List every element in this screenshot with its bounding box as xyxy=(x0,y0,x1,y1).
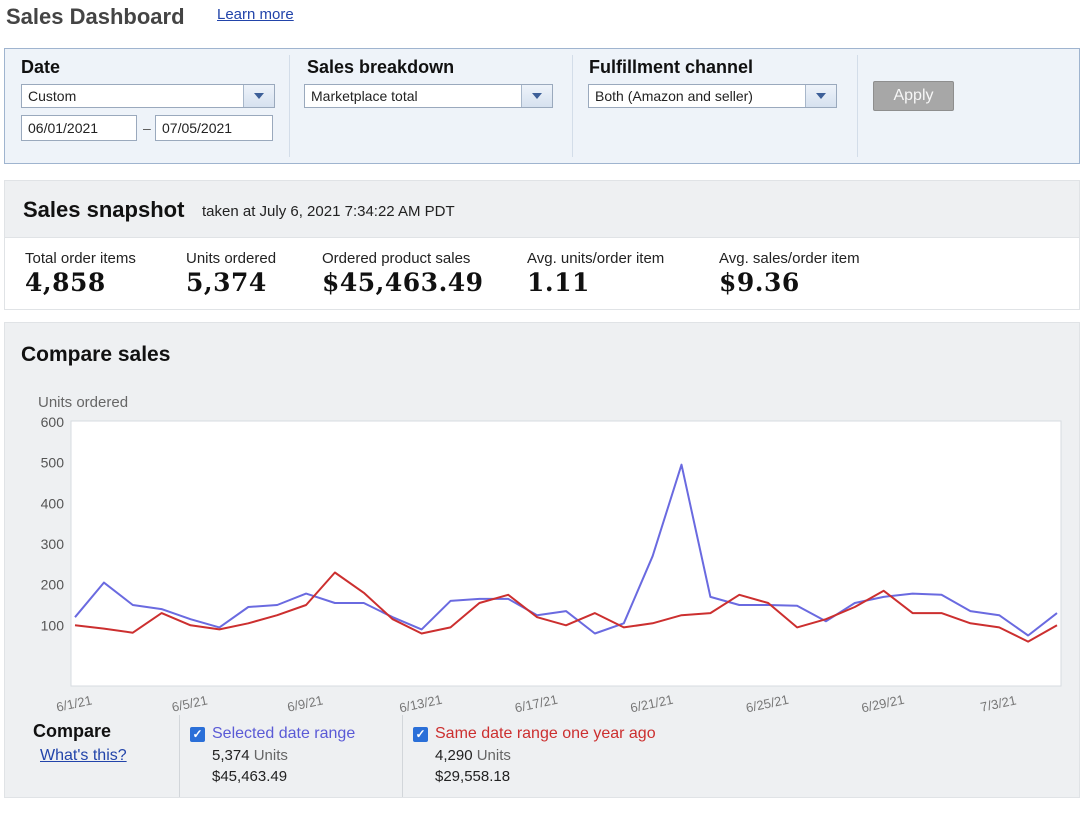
legend-units-value: 5,374 xyxy=(212,747,250,764)
x-tick-label: 6/21/21 xyxy=(629,692,675,713)
metric-value: 5,374 xyxy=(186,268,267,297)
y-tick-label: 600 xyxy=(41,414,65,430)
divider xyxy=(572,55,573,157)
fulfillment-channel-label: Fulfillment channel xyxy=(589,57,754,77)
y-axis-label: Units ordered xyxy=(38,394,128,411)
divider xyxy=(179,715,180,797)
snapshot-timestamp: taken at July 6, 2021 7:34:22 AM PDT xyxy=(202,203,455,220)
y-tick-label: 500 xyxy=(41,455,65,471)
legend-units-label: Units xyxy=(476,747,511,764)
fulfillment-channel-dropdown[interactable]: Both (Amazon and seller) xyxy=(588,84,837,108)
x-tick-label: 6/17/21 xyxy=(513,692,559,713)
compare-legend: Compare What's this? ✓ Selected date ran… xyxy=(5,711,1079,797)
metric-label: Units ordered xyxy=(186,250,277,267)
date-dropdown-value: Custom xyxy=(28,88,77,104)
legend-units: 4,290 Units xyxy=(435,747,511,764)
date-label: Date xyxy=(21,57,61,77)
divider xyxy=(402,715,403,797)
sales-breakdown-dropdown[interactable]: Marketplace total xyxy=(304,84,553,108)
whats-this-link[interactable]: What's this? xyxy=(40,747,127,764)
x-tick-label: 7/3/21 xyxy=(979,693,1017,713)
metric-total-order-items: Total order items 4,858 xyxy=(25,250,136,297)
series-line-same-range-last-year xyxy=(74,571,1058,643)
date-dropdown[interactable]: Custom xyxy=(21,84,275,108)
compare-sales-panel: Compare sales Units ordered 100 200 300 400… xyxy=(4,322,1080,798)
chevron-down-icon[interactable] xyxy=(805,85,836,107)
x-tick-label: 6/1/21 xyxy=(55,693,93,713)
legend-series-name: Selected date range xyxy=(212,725,356,742)
metric-avg-sales-per-order-item: Avg. sales/order item $9.36 xyxy=(719,250,860,297)
legend-units-value: 4,290 xyxy=(435,747,473,764)
y-tick-label: 100 xyxy=(41,617,65,633)
filter-panel: Date Custom 06/01/2021 – 07/05/2021 Sale… xyxy=(4,48,1080,164)
metric-units-ordered: Units ordered 5,374 xyxy=(186,250,276,297)
metric-label: Avg. sales/order item xyxy=(719,250,860,267)
x-tick-label: 6/29/21 xyxy=(860,692,906,713)
sales-snapshot-title: Sales snapshot xyxy=(23,197,185,222)
legend-units: 5,374 Units xyxy=(212,747,288,764)
series-line-selected-date-range xyxy=(74,463,1058,637)
fulfillment-channel-value: Both (Amazon and seller) xyxy=(595,88,753,104)
legend-sales: $29,558.18 xyxy=(435,768,511,785)
end-date-input[interactable]: 07/05/2021 xyxy=(155,115,273,141)
metric-value: $45,463.49 xyxy=(322,268,484,297)
divider xyxy=(857,55,858,157)
x-tick-label: 6/13/21 xyxy=(398,692,444,713)
compare-label: Compare xyxy=(33,721,112,741)
divider xyxy=(289,55,290,157)
x-tick-label: 6/25/21 xyxy=(744,692,790,713)
legend-units-label: Units xyxy=(253,747,288,764)
legend-series-name: Same date range one year ago xyxy=(435,725,656,742)
page-title: Sales Dashboard xyxy=(6,4,185,29)
start-date-input[interactable]: 06/01/2021 xyxy=(21,115,137,141)
checkmark-icon: ✓ xyxy=(415,727,426,741)
x-tick-label: 6/5/21 xyxy=(170,693,208,713)
metric-label: Total order items xyxy=(25,250,136,267)
same-range-last-year-checkbox[interactable]: ✓ xyxy=(413,727,428,742)
metric-label: Avg. units/order item xyxy=(527,250,665,267)
y-tick-label: 400 xyxy=(41,495,65,511)
metric-value: 4,858 xyxy=(25,268,106,297)
metric-avg-units-per-order-item: Avg. units/order item 1.11 xyxy=(527,250,664,297)
sales-snapshot-metrics: Total order items 4,858 Units ordered 5,… xyxy=(4,238,1080,310)
chevron-down-icon[interactable] xyxy=(243,85,274,107)
chevron-down-icon[interactable] xyxy=(521,85,552,107)
sales-snapshot-header: Sales snapshot taken at July 6, 2021 7:3… xyxy=(4,180,1080,238)
plot-area xyxy=(70,420,1062,687)
units-ordered-line-chart: Units ordered 100 200 300 400 500 600 6/1/21 6… xyxy=(38,394,1062,713)
sales-breakdown-value: Marketplace total xyxy=(311,88,418,104)
learn-more-link[interactable]: Learn more xyxy=(217,6,294,23)
metric-ordered-product-sales: Ordered product sales $45,463.49 xyxy=(322,250,484,297)
apply-button[interactable]: Apply xyxy=(873,81,954,111)
sales-breakdown-label: Sales breakdown xyxy=(307,57,455,77)
date-range-separator: – xyxy=(143,120,151,136)
compare-sales-title: Compare sales xyxy=(21,343,171,366)
y-tick-label: 300 xyxy=(41,536,65,552)
metric-value: 1.11 xyxy=(527,268,590,297)
selected-date-range-checkbox[interactable]: ✓ xyxy=(190,727,205,742)
checkmark-icon: ✓ xyxy=(192,727,203,741)
metric-label: Ordered product sales xyxy=(322,250,471,267)
legend-sales: $45,463.49 xyxy=(212,768,288,785)
metric-value: $9.36 xyxy=(719,268,800,297)
y-tick-label: 200 xyxy=(41,577,65,593)
x-tick-label: 6/9/21 xyxy=(286,693,324,713)
